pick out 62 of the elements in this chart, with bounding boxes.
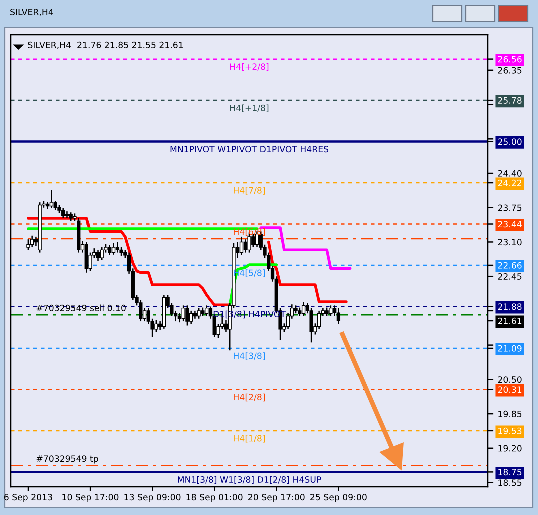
candlestick [182, 305, 186, 322]
ref-line-label: #70329549 tp [36, 456, 98, 464]
y-tick-label: 21.61 [498, 318, 522, 324]
ref-line-label: H4[1/8] [234, 435, 266, 443]
candlestick [112, 242, 116, 256]
y-tick-label: 18.55 [498, 480, 522, 486]
y-tick-label: 25.78 [498, 97, 522, 104]
y-tick-label: 24.40 [498, 170, 522, 177]
y-tick-label: 18.75 [498, 469, 522, 476]
candlestick [62, 208, 66, 220]
y-tick-label: 22.45 [498, 273, 522, 280]
y-tick-label: 20.31 [498, 386, 522, 394]
candlestick [317, 310, 322, 330]
x-tick-label: 6 Sep 2013 [4, 494, 52, 502]
ref-line-label: H4[6/8] [234, 228, 266, 236]
text: SILVER,H4 21.76 21.85 21.55 21.61 [28, 42, 184, 50]
candlestick [84, 242, 88, 274]
x-tick-label: 18 Sep 01:00 [186, 494, 243, 502]
ref-line-label: MN1[3/8] W1[3/8] D1[2/8] H4SUP [178, 476, 322, 484]
candlestick [154, 320, 158, 333]
y-tick-label: 20.50 [498, 376, 522, 384]
candlestick [244, 238, 248, 254]
candlestick [50, 190, 54, 210]
candlestick [116, 242, 120, 254]
y-tick-label: 19.53 [498, 428, 522, 434]
y-tick-label: 24.22 [498, 180, 522, 186]
ref-line-label: H4[+2/8] [230, 63, 269, 72]
x-tick-label: 10 Sep 17:00 [62, 494, 119, 502]
candlestick [96, 250, 100, 262]
candlestick [240, 236, 244, 256]
ref-line-label: H4[3/8] [234, 352, 266, 360]
x-tick-label: 13 Sep 09:00 [124, 494, 181, 502]
y-tick-label: 19.85 [498, 410, 522, 418]
y-tick-label: 22.66 [498, 262, 522, 269]
y-tick-label: 19.20 [498, 445, 522, 452]
candlestick [336, 308, 341, 325]
candlestick [100, 246, 104, 261]
y-tick-label: 21.09 [498, 345, 522, 352]
y-tick-label: 25.00 [498, 138, 522, 146]
x-tick-label: 20 Sep 17:00 [248, 494, 305, 502]
candlestick [26, 238, 30, 251]
y-tick-label: 23.44 [498, 221, 522, 228]
chart-title: SILVER,H4 [10, 8, 54, 16]
ref-line-label: H4[7/8] [234, 187, 266, 195]
candlestick [30, 235, 34, 248]
candlestick [302, 302, 306, 317]
y-tick-label: 26.56 [498, 56, 522, 63]
y-tick-label: 23.10 [498, 239, 522, 246]
candlestick [108, 244, 112, 256]
ref-line-label: H4[+1/8] [230, 104, 269, 112]
ref-line-label: #70329549 sell 0.10 [36, 304, 126, 312]
candlestick [186, 305, 190, 326]
y-tick-label: 26.35 [498, 67, 522, 74]
ref-line-label: MN1PIVOT W1PIVOT D1PIVOT H4RES [170, 146, 329, 153]
ref-line-label: H4[2/8] [234, 394, 266, 402]
y-tick-label: 23.75 [498, 204, 522, 212]
x-tick-label: 25 Sep 09:00 [310, 494, 367, 502]
y-tick-label: 21.88 [498, 304, 522, 310]
candlestick [329, 305, 333, 317]
candlestick [205, 305, 209, 317]
candlestick [197, 308, 201, 320]
candlestick [190, 310, 194, 325]
